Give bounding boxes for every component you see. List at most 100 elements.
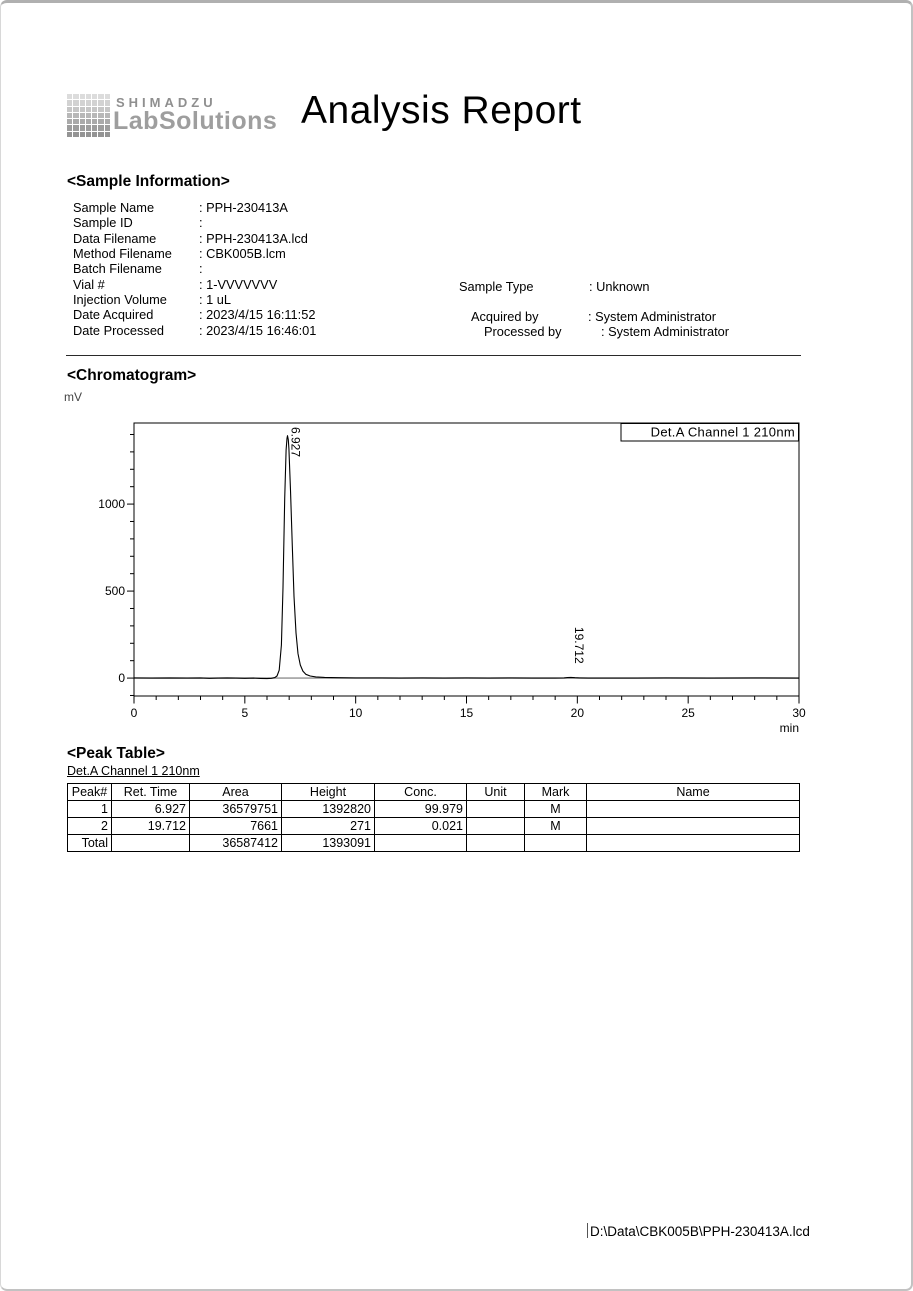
logo-grid-cell xyxy=(79,131,85,137)
table-cell xyxy=(466,800,525,818)
logo-grid-cell xyxy=(73,94,79,100)
field-label: Processed by xyxy=(484,324,562,339)
table-cell: 99.979 xyxy=(374,800,467,818)
sample-information-left-column: Sample Name: PPH-230413A Sample ID: Data … xyxy=(73,200,316,338)
logo-grid-cell xyxy=(85,106,92,112)
peak-table: Peak# Ret. Time Area Height Conc. Unit Mark Nam… xyxy=(67,783,800,852)
logo-grid-cell xyxy=(98,100,104,106)
field-label: Date Acquired xyxy=(73,307,154,323)
sample-info-row: Acquired by : System Administrator xyxy=(471,309,716,324)
logo-grid-cell xyxy=(92,119,98,125)
logo-grid-cell xyxy=(73,131,79,137)
logo-grid-cell xyxy=(104,119,110,125)
table-cell xyxy=(586,834,800,852)
column-header: Height xyxy=(281,783,375,801)
logo-grid-cell xyxy=(104,106,110,112)
logo-grid-cell xyxy=(67,131,73,137)
field-label: Vial # xyxy=(73,276,105,292)
logo-grid-cell xyxy=(92,125,98,131)
logo-grid-cell xyxy=(85,100,92,106)
field-value: : xyxy=(199,215,207,231)
logo-grid-cell xyxy=(67,112,73,119)
table-cell xyxy=(466,834,525,852)
table-cell: Total xyxy=(67,834,112,852)
sample-info-row: Sample Name: PPH-230413A xyxy=(73,200,316,215)
logo-grid-cell xyxy=(98,112,104,119)
field-value: : CBK005B.lcm xyxy=(199,246,286,262)
table-cell: M xyxy=(524,800,587,818)
field-label: Method Filename xyxy=(73,246,172,262)
logo-grid-cell xyxy=(67,119,73,125)
logo-grid-cell xyxy=(79,125,85,131)
plot-frame xyxy=(133,422,800,697)
peak-table-row: 1 6.927 36579751 1392820 99.979 M xyxy=(67,800,800,818)
peak-table-row: Total 36587412 1393091 xyxy=(67,834,800,852)
sample-info-row: Sample ID: xyxy=(73,215,316,230)
logo-grid-cell xyxy=(92,100,98,106)
logo-grid-cell xyxy=(104,100,110,106)
logo-grid-cell xyxy=(92,112,98,119)
sample-info-row: Vial # : 1-VVVVVVV xyxy=(73,277,316,292)
peak-table-channel-subtitle: Det.A Channel 1 210nm xyxy=(67,764,200,778)
data-file-path-text: D:\Data\CBK005B\PPH-230413A.lcd xyxy=(590,1224,810,1239)
field-value: : Unknown xyxy=(589,279,650,294)
field-label: Injection Volume xyxy=(73,292,167,308)
logo-grid-cell xyxy=(85,119,92,125)
logo-grid-cell xyxy=(92,94,98,100)
logo-grid-cell xyxy=(73,119,79,125)
logo-grid-cell xyxy=(92,106,98,112)
logo-grid-cell xyxy=(67,106,73,112)
detector-label-box xyxy=(620,423,799,442)
table-cell: 271 xyxy=(281,817,375,835)
svg-text:25: 25 xyxy=(681,706,695,720)
table-cell xyxy=(586,800,800,818)
logo-grid-cell xyxy=(98,119,104,125)
svg-text:15: 15 xyxy=(460,706,474,720)
logo-grid-cell xyxy=(79,106,85,112)
table-cell: 36587412 xyxy=(189,834,282,852)
svg-text:30: 30 xyxy=(792,706,806,720)
table-cell: 7661 xyxy=(189,817,282,835)
field-value: : PPH-230413A xyxy=(199,200,288,215)
field-label: Acquired by xyxy=(471,309,539,324)
sample-info-row: Date Acquired : 2023/4/15 16:11:52 xyxy=(73,307,316,322)
sample-info-row: Processed by : System Administrator xyxy=(484,324,729,339)
cursor-bar xyxy=(587,1223,589,1238)
field-label: Sample ID xyxy=(73,215,133,231)
logo-grid-cell xyxy=(85,112,92,119)
chromatogram-trace xyxy=(133,435,800,680)
page-title: Analysis Report xyxy=(301,89,582,132)
logo-grid-cell xyxy=(67,125,73,131)
logo-grid-cell xyxy=(104,131,110,137)
logo-grid-cell xyxy=(98,94,104,100)
data-file-path: D:\Data\CBK005B\PPH-230413A.lcd xyxy=(572,1208,810,1254)
field-value: : 1-VVVVVVV xyxy=(199,276,278,292)
svg-text:5: 5 xyxy=(241,706,248,720)
logo-grid-cell xyxy=(98,106,104,112)
logo-grid-cell xyxy=(73,106,79,112)
column-header: Conc. xyxy=(374,783,467,801)
svg-text:0: 0 xyxy=(131,706,138,720)
field-value: : System Administrator xyxy=(588,309,717,324)
logo-grid-cell xyxy=(104,94,110,100)
field-label: Batch Filename xyxy=(73,261,162,277)
logo-grid-cell xyxy=(73,112,79,119)
sample-info-row: Sample Type: Unknown xyxy=(459,279,649,294)
table-cell xyxy=(111,834,190,852)
sample-info-row: Method Filename : CBK005B.lcm xyxy=(73,246,316,261)
column-header: Ret. Time xyxy=(111,783,190,801)
column-header: Peak# xyxy=(67,783,112,801)
table-cell: 19.712 xyxy=(111,817,190,835)
field-value: : 2023/4/15 16:11:52 xyxy=(199,307,316,323)
svg-text:0: 0 xyxy=(118,671,125,685)
table-cell: 2 xyxy=(67,817,112,835)
sample-info-row: Injection Volume: 1 uL xyxy=(73,292,316,307)
table-cell: 1392820 xyxy=(281,800,375,818)
table-cell xyxy=(374,834,467,852)
table-cell: M xyxy=(524,817,587,835)
logo-grid-cell xyxy=(85,131,92,137)
sample-info-row: Batch Filename: xyxy=(73,261,316,276)
field-value: : System Administrator xyxy=(601,324,730,339)
